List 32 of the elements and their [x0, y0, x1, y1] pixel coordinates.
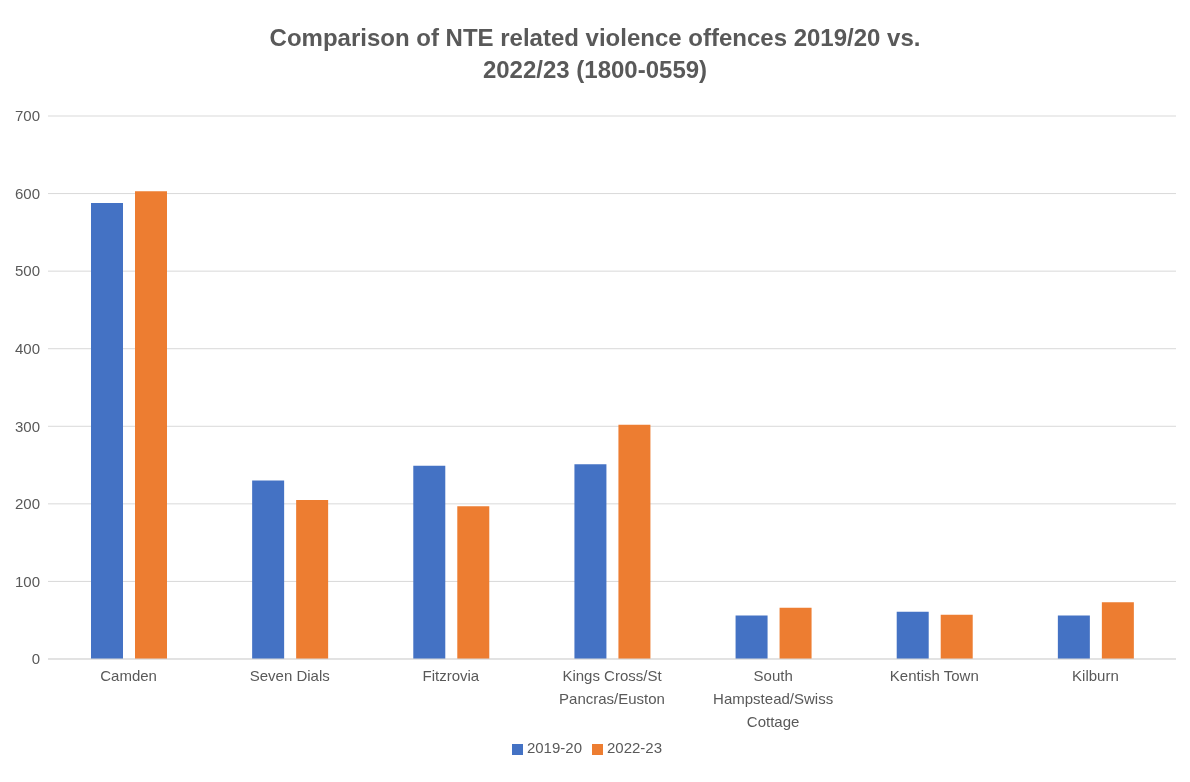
y-tick-label: 600: [14, 184, 40, 202]
bar: [413, 465, 446, 659]
bar: [296, 499, 329, 659]
x-tick-label: Camden: [100, 667, 157, 684]
bar: [91, 202, 123, 659]
bar: [1101, 602, 1134, 659]
bar: [896, 611, 929, 659]
y-tick-label: 200: [14, 495, 40, 513]
x-tick-label: South Hampstead/Swiss Cottage: [713, 667, 834, 730]
x-tick-label: Fitzrovia: [422, 667, 480, 684]
x-tick-label: Kilburn: [1072, 667, 1119, 684]
bar: [779, 607, 812, 659]
bar: [135, 191, 167, 659]
y-tick-label: 0: [31, 650, 40, 668]
bar: [457, 506, 490, 659]
legend-label: 2022-23: [607, 739, 663, 756]
x-tick-label: Kentish Town: [889, 667, 979, 684]
y-tick-label: 100: [14, 572, 40, 590]
x-tick-label: Seven Dials: [249, 667, 330, 684]
chart-title: Comparison of NTE related violence offences 2019/20 vs. 2022/23 (1800-0559): [268, 23, 922, 85]
legend-label: 2019-20: [526, 739, 582, 756]
y-tick-label: 300: [14, 417, 40, 435]
y-tick-label: 400: [14, 340, 40, 358]
bar: [618, 424, 651, 659]
bar: [252, 480, 285, 659]
y-tick-label: 500: [14, 262, 40, 280]
x-tick-label: Kings Cross/St Pancras/Euston: [559, 667, 665, 707]
y-tick-label: 700: [14, 107, 40, 125]
bar: [1057, 615, 1090, 659]
bar: [574, 464, 607, 659]
bar: [735, 615, 768, 659]
bar: [940, 614, 973, 659]
